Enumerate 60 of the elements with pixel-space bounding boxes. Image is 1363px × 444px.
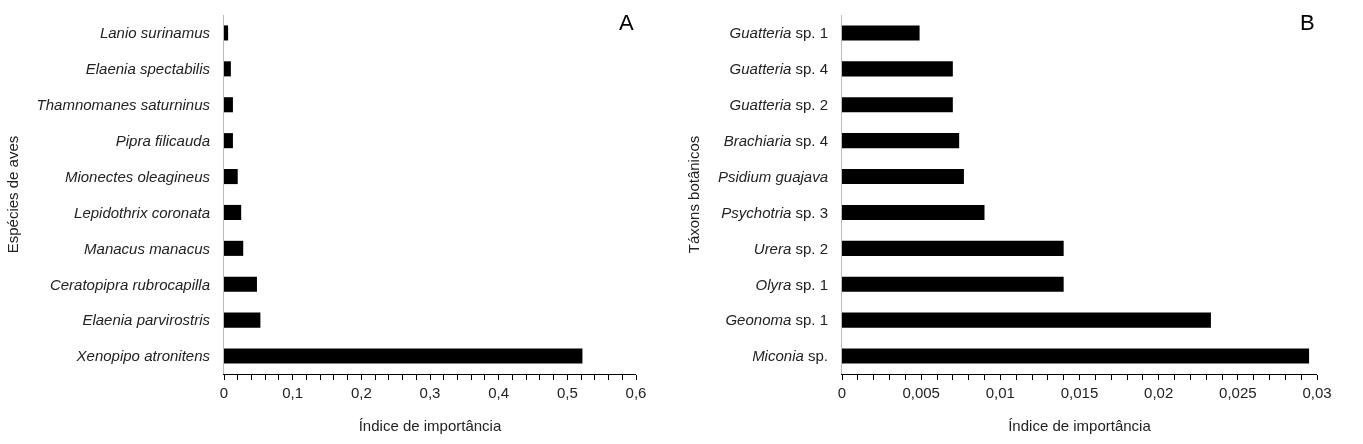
bar (842, 276, 1064, 292)
bar (842, 348, 1310, 364)
y-tick-label: Guatteria sp. 2 (729, 96, 828, 113)
bar (224, 240, 244, 256)
bar (842, 312, 1211, 328)
y-tick-label: Elaenia spectabilis (85, 60, 211, 78)
bar (224, 61, 231, 77)
x-tick-label: 0,3 (419, 384, 441, 401)
y-tick-label: Lepidothrix coronata (74, 203, 210, 221)
x-tick-label: 0,02 (1144, 384, 1174, 401)
bar (224, 276, 257, 292)
bar (224, 312, 261, 328)
y-tick-label: Urera sp. 2 (753, 239, 828, 257)
y-tick-label: Ceratopipra rubrocapilla (49, 275, 210, 293)
y-tick-label: Psychotria sp. 3 (721, 203, 828, 221)
bar (842, 204, 985, 220)
y-tick-label: Pipra filicauda (115, 131, 210, 149)
y-tick-label: Psidium guajava (717, 167, 828, 185)
y-tick-label: Brachiaria sp. 4 (723, 131, 828, 149)
x-tick-label: 0,01 (985, 384, 1015, 401)
y-tick-label: Mionectes oleagineus (64, 167, 211, 185)
bar (842, 133, 960, 149)
x-tick-label: 0,5 (556, 384, 578, 401)
y-tick-label: Geonoma sp. 1 (725, 311, 828, 329)
x-tick-label: 0,015 (1060, 384, 1099, 401)
annotation: B (1300, 10, 1315, 35)
bar (842, 97, 953, 113)
bar (842, 240, 1064, 256)
y-tick-label: Olyra sp. 1 (755, 275, 828, 293)
bar (224, 25, 229, 41)
bar (224, 97, 233, 113)
bar (842, 61, 953, 77)
y-tick-label: Manacus manacus (84, 239, 211, 257)
x-tick-label: 0,6 (625, 384, 647, 401)
bar (224, 204, 242, 220)
bar (224, 169, 238, 185)
bar (842, 169, 964, 185)
x-tick-label: 0,2 (350, 384, 372, 401)
y-tick-label: Guatteria sp. 1 (729, 24, 828, 42)
y-tick-label: Miconia sp. (752, 347, 828, 365)
y-tick-label: Xenopipo atronitens (75, 347, 211, 365)
x-tick-label: 0 (219, 384, 229, 401)
y-tick-label: Lanio surinamus (99, 24, 211, 42)
x-tick-label: 0,03 (1302, 384, 1332, 401)
y-tick-label: Guatteria sp. 4 (729, 60, 828, 78)
y-axis-title: Espécies de aves (3, 135, 21, 254)
y-tick-label: Elaenia parvirostris (82, 311, 211, 329)
annotation: A (619, 10, 634, 35)
x-tick-label: 0,005 (902, 384, 940, 401)
x-axis-title: Índice de importância (1008, 417, 1152, 434)
y-tick-label: Thamnomanes saturninus (36, 96, 211, 113)
x-tick-label: 0,1 (282, 384, 304, 401)
x-tick-label: 0,025 (1219, 384, 1257, 401)
x-tick-label: 0,4 (488, 384, 510, 401)
bar (224, 348, 583, 364)
bar (842, 25, 920, 41)
x-tick-label: 0 (837, 384, 847, 401)
bar (224, 133, 233, 149)
y-axis-title: Táxons botânicos (685, 135, 703, 254)
x-axis-title: Índice de importância (358, 417, 502, 434)
